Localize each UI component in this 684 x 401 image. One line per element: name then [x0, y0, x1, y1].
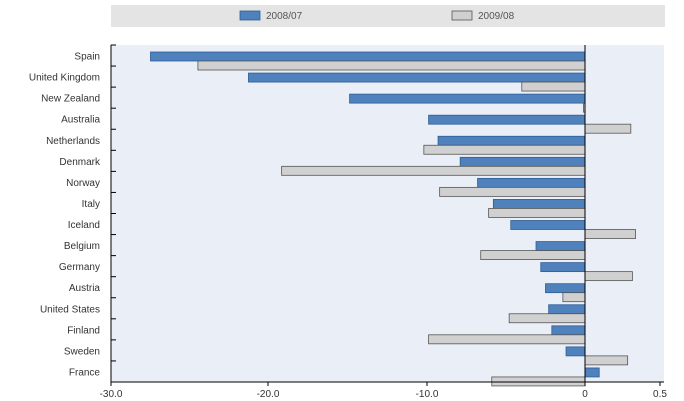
bar-2008-07-belgium: [535, 241, 586, 251]
bar-2009-08-united-kingdom: [521, 81, 586, 92]
category-label: Austria: [69, 283, 101, 294]
bar-2008-07-united-states: [548, 304, 586, 315]
bar-2008-07-italy: [492, 199, 586, 209]
x-tick-label: 0.5: [653, 389, 667, 400]
bar-2009-08-netherlands: [423, 144, 586, 155]
bar-2009-08-australia: [584, 123, 632, 134]
bar-2009-08-belgium: [480, 250, 586, 260]
legend-swatch-1: [239, 10, 261, 21]
bar-2009-08-denmark: [281, 165, 586, 176]
bar-2008-07-netherlands: [437, 135, 586, 146]
bar-2008-07-australia: [428, 114, 586, 125]
legend-label-2: 2009/08: [478, 11, 515, 22]
bar-2009-08-sweden: [584, 355, 629, 366]
category-label: Norway: [66, 178, 100, 189]
bar-2009-08-austria: [562, 292, 586, 303]
bar-2009-08-france: [491, 376, 586, 387]
category-label: Australia: [61, 115, 100, 126]
bar-2008-07-denmark: [459, 156, 586, 167]
category-label: Netherlands: [46, 136, 100, 147]
x-tick-labels: -30.0 -20.0 -10.0 0 0.5: [100, 389, 668, 400]
category-label: Denmark: [59, 157, 101, 168]
category-label: Germany: [59, 262, 100, 273]
category-label: France: [69, 367, 101, 378]
bar-2009-08-norway: [439, 186, 586, 197]
legend-swatch-2: [451, 10, 473, 21]
category-label: United States: [40, 304, 100, 315]
bar-2009-08-italy: [488, 208, 586, 218]
category-label: Belgium: [64, 241, 100, 252]
bar-2008-07-norway: [477, 177, 586, 188]
bar-2008-07-france: [584, 367, 600, 378]
bar-2008-07-sweden: [565, 346, 586, 357]
legend-label-1: 2008/07: [266, 11, 303, 22]
bar-2008-07-iceland: [510, 220, 586, 230]
bar-2009-08-finland: [428, 334, 586, 345]
axes: [110, 44, 664, 386]
bar-2009-08-united-states: [508, 313, 586, 324]
x-tick-label: -10.0: [416, 389, 439, 400]
bar-2009-08-iceland: [584, 229, 636, 239]
category-label: Iceland: [68, 220, 100, 231]
x-tick-label: 0: [582, 389, 588, 400]
bar-2008-07-germany: [540, 262, 586, 273]
x-tick-label: -20.0: [257, 389, 280, 400]
legend: 2008/07 2009/08: [239, 10, 515, 22]
bar-2009-08-spain: [197, 60, 586, 71]
bar-2009-08-germany: [584, 271, 633, 282]
category-label: Spain: [74, 52, 100, 63]
bar-2008-07-united-kingdom: [248, 72, 586, 83]
category-label: New Zealand: [41, 94, 100, 105]
bar-2008-07-finland: [551, 325, 586, 336]
bar-2008-07-austria: [545, 283, 586, 294]
category-labels: Spain United Kingdom New Zealand Australia N…: [29, 52, 101, 379]
category-label: United Kingdom: [29, 73, 100, 84]
bar-2008-07-spain: [150, 51, 586, 62]
bar-2008-07-new-zealand: [349, 93, 586, 104]
category-label: Finland: [67, 325, 100, 336]
category-label: Italy: [82, 199, 100, 210]
legend-background: [111, 5, 665, 27]
category-label: Sweden: [64, 346, 100, 357]
x-tick-label: -30.0: [100, 389, 123, 400]
